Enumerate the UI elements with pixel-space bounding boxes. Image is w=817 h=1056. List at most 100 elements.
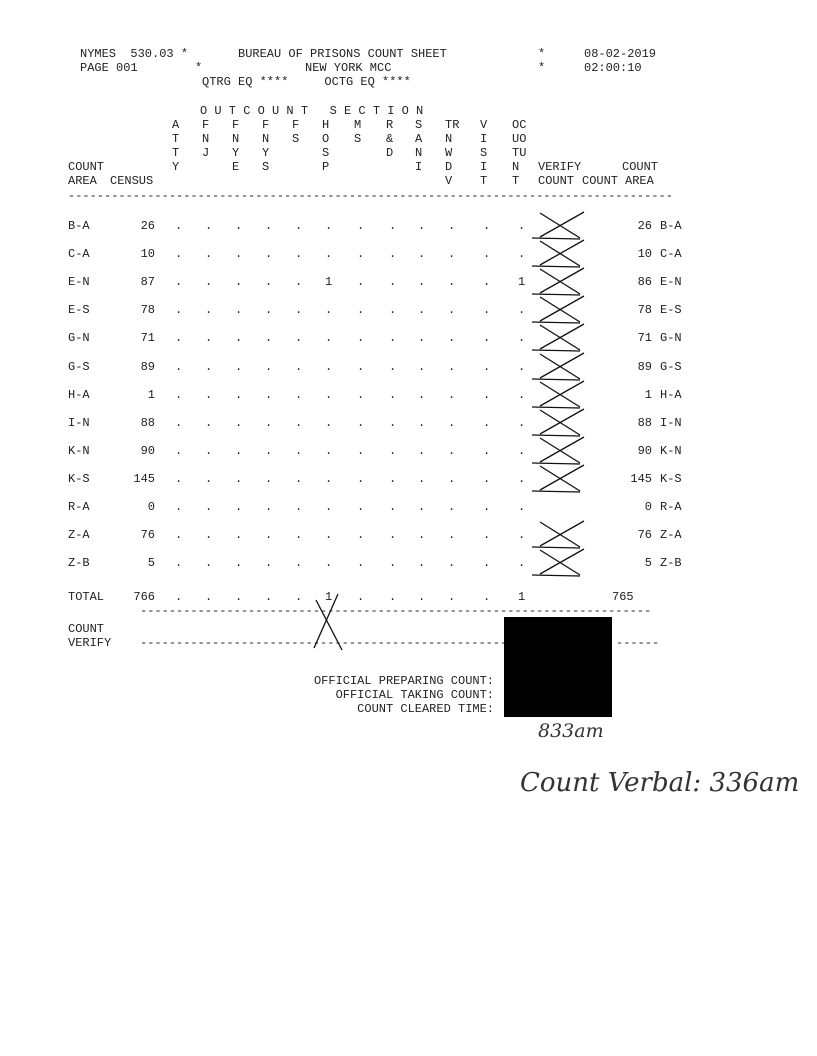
outcount-cell: . [175, 416, 183, 430]
outcount-cell: . [205, 360, 213, 374]
count-area: E-S [68, 303, 90, 317]
outcount-cell: . [418, 360, 426, 374]
outcount-cell: . [518, 388, 526, 402]
verify-x-mark [531, 434, 581, 437]
outcount-cell: . [295, 444, 303, 458]
verify-x-mark [539, 323, 585, 350]
outcount-cell: . [389, 444, 397, 458]
outcount-cell: . [205, 556, 213, 570]
outcount-cell: . [389, 472, 397, 486]
outcount-cell: . [295, 360, 303, 374]
outcount-cell: . [518, 360, 526, 374]
redaction-box [504, 617, 612, 717]
outcount-cell: . [265, 360, 273, 374]
total-label: TOTAL [68, 590, 105, 604]
outcount-cell: . [265, 416, 273, 430]
outcount-cell: . [518, 444, 526, 458]
total-cell: . [389, 590, 397, 604]
verified-count: 145 [630, 472, 652, 486]
census-value: 87 [140, 275, 155, 289]
total-cell: . [205, 590, 213, 604]
outcount-cell: . [235, 472, 243, 486]
cleared-time-handwriting: 833am [538, 720, 604, 742]
outcount-cell: . [295, 219, 303, 233]
total-count: 765 [612, 590, 634, 604]
count-area: I-N [68, 416, 90, 430]
total-cell: . [418, 590, 426, 604]
asterisk: * [195, 61, 203, 75]
verify-x-mark [531, 349, 581, 352]
outcount-cell: . [205, 472, 213, 486]
outcount-cell: . [448, 500, 456, 514]
outcount-cell: . [483, 303, 491, 317]
count-area-right: Z-A [660, 528, 682, 542]
count-verify-label-2: VERIFY [68, 636, 112, 650]
outcount-cell: . [389, 360, 397, 374]
outcount-cell: . [518, 247, 526, 261]
verify-x-mark [539, 352, 585, 379]
outcount-cell: . [448, 416, 456, 430]
count-area: Z-A [68, 528, 90, 542]
outcount-cell: . [389, 528, 397, 542]
outcount-cell: . [483, 556, 491, 570]
outcount-cell: . [483, 444, 491, 458]
outcount-cell: . [265, 528, 273, 542]
outcount-cell: . [175, 331, 183, 345]
page-number: PAGE 001 [80, 61, 138, 75]
total-x-mark [315, 599, 343, 651]
outcount-cell: . [205, 247, 213, 261]
verify-x-mark [539, 267, 585, 294]
count-area: C-A [68, 247, 90, 261]
outcount-cell: . [448, 219, 456, 233]
outcount-cell: . [295, 472, 303, 486]
census-value: 10 [140, 247, 155, 261]
count-area-right: C-A [660, 247, 682, 261]
outcount-cell: . [205, 303, 213, 317]
outcount-cell: . [357, 416, 365, 430]
outcount-cell: . [357, 303, 365, 317]
count-area: Z-B [68, 556, 90, 570]
outcount-cell: . [205, 528, 213, 542]
outcount-cell: . [389, 416, 397, 430]
column-header: OC UO TU N T [512, 118, 527, 188]
header-area: AREA [68, 174, 97, 188]
outcount-cell: . [235, 388, 243, 402]
total-cell: . [235, 590, 243, 604]
count-area-right: G-S [660, 360, 682, 374]
outcount-cell: . [325, 472, 333, 486]
column-header: TR N W D V [445, 118, 460, 188]
asterisk: * [538, 61, 546, 75]
outcount-cell: . [175, 556, 183, 570]
verified-count: 5 [644, 556, 652, 570]
outcount-cell: . [389, 556, 397, 570]
outcount-cell: . [418, 219, 426, 233]
outcount-cell: . [265, 500, 273, 514]
outcount-cell: . [357, 388, 365, 402]
header-count-area: AREA [625, 174, 654, 188]
divider: ----------------------------------------… [140, 636, 522, 650]
outcount-cell: . [175, 247, 183, 261]
outcount-cell: . [175, 275, 183, 289]
outcount-cell: . [418, 472, 426, 486]
header-count-count: COUNT [582, 174, 619, 188]
divider: ----------------------------------------… [68, 189, 673, 203]
outcount-cell: . [357, 556, 365, 570]
outcount-cell: . [483, 247, 491, 261]
outcount-cell: . [357, 472, 365, 486]
outcount-cell: . [265, 444, 273, 458]
outcount-cell: . [389, 219, 397, 233]
report-date: 08-02-2019 [584, 47, 657, 61]
outcount-cell: . [357, 247, 365, 261]
outcount-cell: . [518, 472, 526, 486]
count-area: K-N [68, 444, 90, 458]
outcount-cell: . [175, 388, 183, 402]
header-verify: VERIFY [538, 160, 582, 174]
census-value: 88 [140, 416, 155, 430]
outcount-cell: . [325, 556, 333, 570]
outcount-cell: . [483, 500, 491, 514]
verify-x-mark [531, 237, 581, 240]
outcount-cell: . [265, 247, 273, 261]
census-value: 145 [133, 472, 155, 486]
outcount-cell: . [325, 303, 333, 317]
